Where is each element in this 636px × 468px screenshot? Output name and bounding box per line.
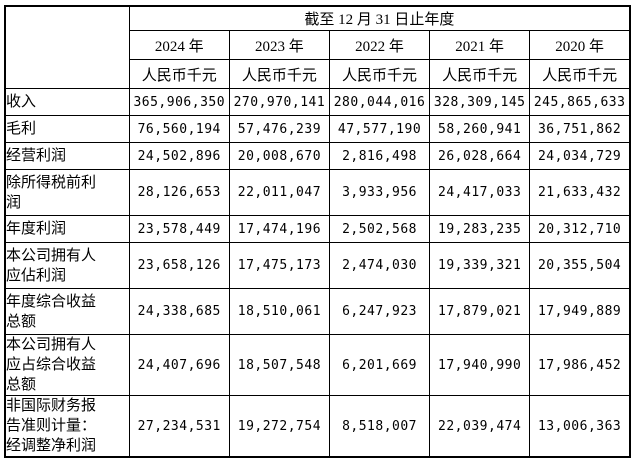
value-cell: 20,312,710 [529, 215, 631, 243]
row-label: 经营利润 [4, 142, 130, 170]
row-label: 本公司拥有人 应佔利润 [4, 242, 130, 289]
value-cell: 328,309,145 [429, 88, 531, 116]
value-cell: 36,751,862 [529, 115, 631, 143]
value-cell: 19,339,321 [429, 242, 531, 289]
value-cell: 26,028,664 [429, 142, 531, 170]
value-cell: 270,970,141 [228, 88, 330, 116]
unit-header-cell: 人民币千元 [328, 59, 431, 89]
row-label: 毛利 [4, 115, 130, 143]
table-row-profit-for-year: 年度利润 23,578,449 17,474,196 2,502,568 19,… [4, 215, 631, 243]
value-cell: 24,338,685 [128, 288, 230, 335]
table-row-profit-attributable-owners: 本公司拥有人 应佔利润 23,658,126 17,475,173 2,474,… [4, 242, 631, 289]
row-label: 非国际财务报 告准则计量： 经调整净利润 [4, 395, 130, 458]
header-units-row: 人民币千元 人民币千元 人民币千元 人民币千元 人民币千元 [5, 59, 631, 89]
year-header-cell: 2022 年 [328, 30, 431, 60]
year-header-cell: 2023 年 [228, 30, 330, 60]
table-row-comprehensive-income-owners: 本公司拥有人 应占综合收益 总额 24,407,696 18,507,548 6… [4, 334, 631, 396]
unit-header-cell: 人民币千元 [228, 59, 330, 89]
year-header-cell: 2024 年 [128, 30, 230, 60]
header-title-row: 截至 12 月 31 日止年度 [4, 5, 631, 89]
value-cell: 13,006,363 [529, 395, 631, 458]
value-cell: 17,949,889 [529, 288, 631, 335]
year-header-cell: 2020 年 [529, 30, 631, 60]
value-cell: 20,355,504 [529, 242, 631, 289]
value-cell: 2,474,030 [328, 242, 431, 289]
value-cell: 17,986,452 [529, 334, 631, 396]
row-label: 除所得税前利 润 [4, 169, 130, 216]
table-row-operating-profit: 经营利润 24,502,896 20,008,670 2,816,498 26,… [4, 142, 631, 170]
value-cell: 245,865,633 [529, 88, 631, 116]
value-cell: 27,234,531 [128, 395, 230, 458]
table-row-total-comprehensive-income: 年度综合收益 总额 24,338,685 18,510,061 6,247,92… [4, 288, 631, 335]
value-cell: 22,039,474 [429, 395, 531, 458]
unit-header-cell: 人民币千元 [429, 59, 531, 89]
unit-header-cell: 人民币千元 [128, 59, 230, 89]
table-title-cell: 截至 12 月 31 日止年度 [128, 5, 631, 31]
row-label: 年度利润 [4, 215, 130, 243]
value-cell: 24,417,033 [429, 169, 531, 216]
table-row-non-ifrs-adjusted-net-profit: 非国际财务报 告准则计量： 经调整净利润 27,234,531 19,272,7… [4, 395, 631, 458]
year-header-cell: 2021 年 [429, 30, 531, 60]
value-cell: 19,283,235 [429, 215, 531, 243]
value-cell: 6,201,669 [328, 334, 431, 396]
value-cell: 21,633,432 [529, 169, 631, 216]
header-years-row: 2024 年 2023 年 2022 年 2021 年 2020 年 [5, 30, 631, 60]
table-row-gross-profit: 毛利 76,560,194 57,476,239 47,577,190 58,2… [4, 115, 631, 143]
value-cell: 28,126,653 [128, 169, 230, 216]
value-cell: 3,933,956 [328, 169, 431, 216]
unit-header-cell: 人民币千元 [529, 59, 631, 89]
value-cell: 24,502,896 [128, 142, 230, 170]
value-cell: 17,474,196 [228, 215, 330, 243]
financial-table-container: 截至 12 月 31 日止年度 2024 年 2023 年 2022 年 202… [4, 5, 631, 458]
table-row-revenue: 收入 365,906,350 270,970,141 280,044,016 3… [4, 88, 631, 116]
value-cell: 17,475,173 [228, 242, 330, 289]
row-label: 本公司拥有人 应占综合收益 总额 [4, 334, 130, 396]
value-cell: 8,518,007 [328, 395, 431, 458]
value-cell: 6,247,923 [328, 288, 431, 335]
row-label: 收入 [4, 88, 130, 116]
value-cell: 57,476,239 [228, 115, 330, 143]
value-cell: 76,560,194 [128, 115, 230, 143]
value-cell: 17,940,990 [429, 334, 531, 396]
value-cell: 2,502,568 [328, 215, 431, 243]
value-cell: 17,879,021 [429, 288, 531, 335]
value-cell: 280,044,016 [328, 88, 431, 116]
financial-results-table: 截至 12 月 31 日止年度 2024 年 2023 年 2022 年 202… [4, 5, 631, 458]
value-cell: 20,008,670 [228, 142, 330, 170]
value-cell: 365,906,350 [128, 88, 230, 116]
value-cell: 24,034,729 [529, 142, 631, 170]
table-row-profit-before-tax: 除所得税前利 润 28,126,653 22,011,047 3,933,956… [4, 169, 631, 216]
value-cell: 23,658,126 [128, 242, 230, 289]
value-cell: 18,507,548 [228, 334, 330, 396]
row-label: 年度综合收益 总额 [4, 288, 130, 335]
value-cell: 23,578,449 [128, 215, 230, 243]
value-cell: 24,407,696 [128, 334, 230, 396]
value-cell: 19,272,754 [228, 395, 330, 458]
value-cell: 22,011,047 [228, 169, 330, 216]
corner-empty-cell [4, 5, 130, 89]
value-cell: 2,816,498 [328, 142, 431, 170]
value-cell: 47,577,190 [328, 115, 431, 143]
value-cell: 18,510,061 [228, 288, 330, 335]
value-cell: 58,260,941 [429, 115, 531, 143]
